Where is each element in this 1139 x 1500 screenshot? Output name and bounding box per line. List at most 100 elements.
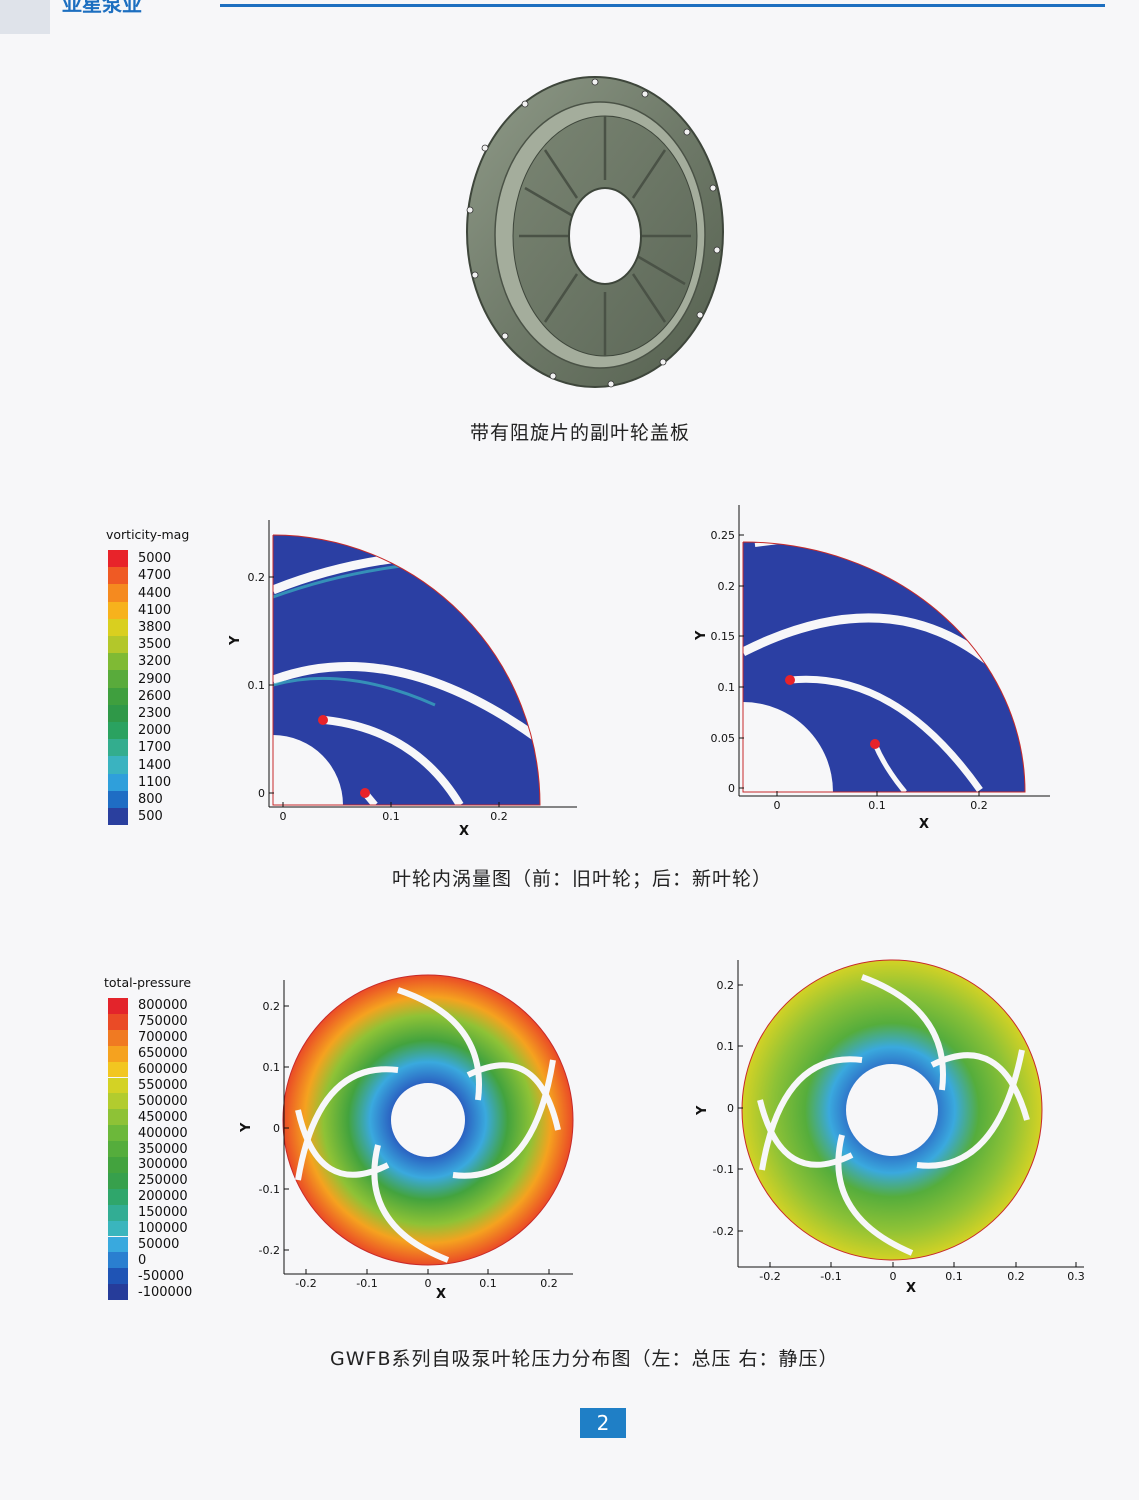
- cover-plate-illustration: [466, 76, 724, 388]
- vort-left-x-tick: 0: [280, 810, 287, 823]
- pressure-legend-swatch: [108, 1157, 128, 1173]
- vort-left-x-tick: 0.2: [490, 810, 508, 823]
- header-bar: 亚星泵业: [0, 0, 1139, 34]
- vorticity-legend-label: 500: [138, 809, 163, 825]
- pressure-legend-label: 400000: [138, 1125, 188, 1141]
- tp-y-tick: 0.2: [263, 1000, 281, 1013]
- pressure-legend-label: 650000: [138, 1046, 188, 1062]
- tp-y-tick: -0.2: [259, 1244, 280, 1257]
- pressure-legend-label: 350000: [138, 1141, 188, 1157]
- vort-right-y-label: Y: [695, 630, 709, 641]
- vorticity-legend-swatch: [108, 550, 128, 568]
- pressure-legend-label: 50000: [138, 1236, 180, 1252]
- tp-x-tick: 0: [425, 1277, 432, 1290]
- pressure-legend-swatch: [108, 1236, 128, 1253]
- pressure-legend-swatch: [108, 1061, 128, 1078]
- sp-y-tick: 0.2: [717, 979, 735, 992]
- vorticity-legend-swatch: [108, 756, 128, 774]
- pressure-legend-swatch: [108, 1268, 128, 1285]
- figure3-caption: GWFB系列自吸泵叶轮压力分布图（左：总压 右：静压）: [330, 1348, 839, 1370]
- pressure-legend-label: 500000: [138, 1093, 188, 1109]
- tp-y-tick: 0.1: [263, 1061, 281, 1074]
- pressure-legend-swatch: [108, 1188, 128, 1205]
- sp-y-label: Y: [695, 1105, 710, 1116]
- tp-y-label: Y: [239, 1122, 254, 1133]
- pressure-legend-label: 550000: [138, 1077, 188, 1093]
- vorticity-legend-swatch: [108, 704, 128, 722]
- sp-y-tick: 0: [727, 1102, 734, 1115]
- tp-x-tick: -0.2: [295, 1277, 316, 1290]
- vorticity-legend-swatch: [108, 790, 128, 808]
- vort-right-x-tick: 0.1: [868, 799, 886, 812]
- vort-left-x-tick: 0.1: [382, 810, 400, 823]
- vorticity-legend-swatch: [108, 670, 128, 688]
- pressure-legend-label: 0: [138, 1252, 147, 1268]
- pressure-legend-label: 750000: [138, 1014, 188, 1030]
- sp-y-tick: -0.1: [713, 1163, 734, 1176]
- vorticity-legend-label: 4400: [138, 585, 172, 601]
- sp-x-tick: -0.2: [759, 1270, 780, 1283]
- vorticity-legend-swatch: [108, 567, 128, 585]
- pressure-legend-swatch: [108, 1109, 128, 1126]
- vorticity-legend-label: 3800: [138, 619, 172, 635]
- vorticity-legend-label: 5000: [138, 551, 172, 567]
- vorticity-legend-swatch: [108, 808, 128, 826]
- vorticity-legend-swatch: [108, 584, 128, 602]
- pressure-legend-swatch: [108, 998, 128, 1014]
- vorticity-legend-swatch: [108, 618, 128, 636]
- vorticity-plot-new: 0 0.1 0.2 0 0.05 0.1 0.15 0.2 0.25 X Y: [695, 505, 1050, 832]
- pressure-legend-label: 700000: [138, 1030, 188, 1046]
- vorticity-legend-label: 1400: [138, 757, 172, 773]
- vort-left-y-tick: 0.1: [248, 679, 266, 692]
- pressure-legend-swatch: [108, 1013, 128, 1030]
- vorticity-legend-swatch: [108, 773, 128, 791]
- tp-x-tick: -0.1: [356, 1277, 377, 1290]
- pressure-legend-swatch: [108, 1093, 128, 1110]
- header-left-block: [0, 0, 50, 34]
- vorticity-legend-label: 2300: [138, 705, 172, 721]
- vort-right-y-tick: 0: [728, 782, 735, 795]
- vorticity-legend-swatch: [108, 636, 128, 654]
- sp-x-tick: -0.1: [820, 1270, 841, 1283]
- pressure-legend-swatch: [108, 1204, 128, 1221]
- page-number: 2: [580, 1408, 626, 1438]
- static-pressure-plot: -0.2 -0.1 0 0.1 0.2 0.3 0.2 0.1 0 -0.1 -0.2 X Y: [695, 959, 1085, 1295]
- pressure-legend-swatch: [108, 1172, 128, 1189]
- pressure-legend-label: -50000: [138, 1268, 185, 1284]
- vorticity-legend-label: 800: [138, 791, 163, 807]
- sp-y-tick: 0.1: [717, 1040, 735, 1053]
- vort-left-y-label: Y: [228, 635, 243, 646]
- pressure-legend-label: -100000: [138, 1284, 193, 1300]
- pressure-legend-swatch: [108, 1141, 128, 1157]
- vorticity-legend-label: 4100: [138, 602, 172, 618]
- pressure-legend-swatch: [108, 1252, 128, 1269]
- sp-y-tick: -0.2: [713, 1225, 734, 1238]
- pressure-legend-label: 800000: [138, 998, 188, 1014]
- tp-x-label: X: [436, 1287, 446, 1302]
- sp-x-tick: 0: [890, 1270, 897, 1283]
- vort-right-y-tick: 0.1: [718, 681, 736, 694]
- header-line: [220, 4, 1105, 7]
- pressure-legend-label: 300000: [138, 1157, 188, 1173]
- vorticity-legend-swatch: [108, 722, 128, 740]
- pressure-legend-swatch: [108, 1077, 128, 1094]
- vorticity-legend-label: 3500: [138, 637, 172, 653]
- tp-y-tick: 0: [273, 1122, 280, 1135]
- header-brand: 亚星泵业: [62, 0, 142, 16]
- figure1-caption: 带有阻旋片的副叶轮盖板: [470, 422, 691, 444]
- pressure-legend-swatch: [108, 1045, 128, 1062]
- vort-right-y-tick: 0.05: [711, 732, 736, 745]
- vorticity-legend-label: 1700: [138, 740, 172, 756]
- pressure-legend-label: 450000: [138, 1109, 188, 1125]
- pressure-legend-swatch: [108, 1284, 128, 1301]
- tp-x-tick: 0.2: [540, 1277, 558, 1290]
- vort-right-x-label: X: [919, 817, 929, 832]
- pressure-legend-label: 250000: [138, 1173, 188, 1189]
- vorticity-legend-swatch: [108, 687, 128, 705]
- vorticity-legend-label: 3200: [138, 654, 172, 670]
- vort-left-x-label: X: [459, 824, 469, 839]
- vorticity-legend-label: 2900: [138, 671, 172, 687]
- vort-left-y-tick: 0.2: [248, 571, 266, 584]
- vorticity-legend-title: vorticity-mag: [106, 527, 190, 542]
- vort-right-x-tick: 0.2: [970, 799, 988, 812]
